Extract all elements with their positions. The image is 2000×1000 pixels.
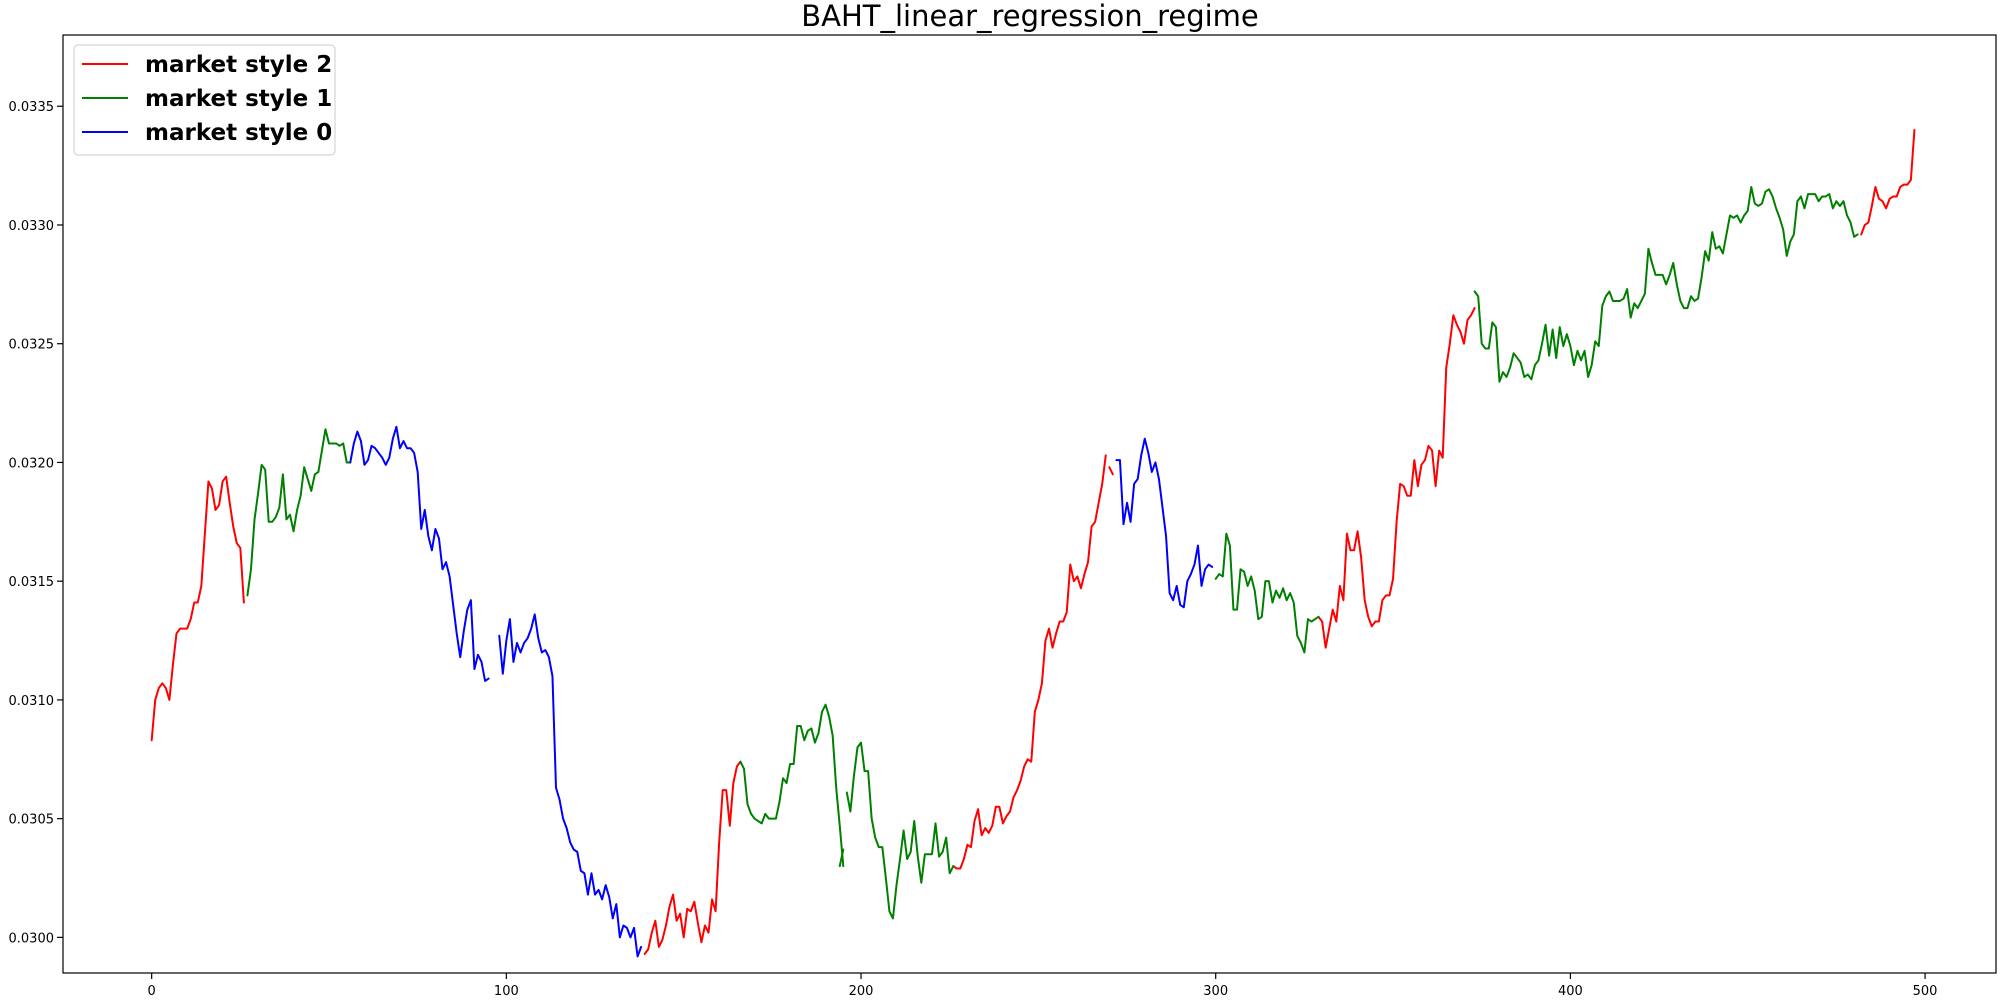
chart-title: BAHT_linear_regression_regime	[801, 0, 1259, 33]
x-tick-label: 100	[494, 984, 519, 999]
y-tick-label: 0.0305	[9, 813, 55, 828]
series-line-1-segment-2	[838, 848, 845, 868]
series-line-1-segment-0	[246, 428, 352, 597]
x-tick-label: 500	[1913, 984, 1938, 999]
legend-box	[73, 44, 336, 156]
x-tick-label: 200	[849, 984, 874, 999]
series-line-0-segment-3	[1108, 466, 1114, 476]
x-tick-label: 0	[148, 984, 156, 999]
series-line-1-segment-3	[845, 741, 955, 920]
series-line-0-segment-1	[643, 760, 742, 955]
series-line-0-segment-5	[1860, 128, 1916, 236]
y-tick-label: 0.0325	[9, 338, 55, 353]
legend-label: market style 0	[145, 120, 332, 146]
y-tick-label: 0.0310	[9, 694, 55, 709]
legend-label: market style 2	[145, 52, 332, 78]
series-line-2-segment-0	[349, 425, 490, 682]
series-line-0-segment-2	[952, 454, 1107, 870]
series-market-style-0	[349, 425, 1214, 958]
series-line-2-segment-2	[1115, 437, 1214, 609]
legend-label: market style 1	[145, 86, 332, 112]
series-line-0-segment-0	[150, 475, 245, 742]
series-market-style-1	[246, 185, 1859, 920]
legend: market style 2 market style 1 market style…	[73, 44, 336, 156]
y-tick-label: 0.0315	[9, 575, 55, 590]
plot-frame	[62, 34, 1997, 974]
x-tick-label: 300	[1203, 984, 1228, 999]
y-tick-label: 0.0330	[9, 219, 55, 234]
series-line-1-segment-1	[739, 703, 845, 868]
series-market-style-2	[150, 128, 1916, 955]
y-tick-label: 0.0300	[9, 931, 55, 946]
x-axis: 0 100 200 300 400 500	[148, 973, 1938, 999]
series-line-1-segment-5	[1473, 185, 1859, 383]
y-tick-label: 0.0335	[9, 100, 55, 115]
series-line-2-segment-1	[498, 613, 643, 958]
x-tick-label: 400	[1558, 984, 1583, 999]
series-line-1-segment-4	[1214, 532, 1320, 654]
series-layer	[150, 128, 1916, 958]
y-axis: 0.0300 0.0305 0.0310 0.0315 0.0320 0.0325 0.03…	[9, 100, 63, 946]
y-tick-label: 0.0320	[9, 456, 55, 471]
series-line-0-segment-4	[1317, 307, 1476, 649]
